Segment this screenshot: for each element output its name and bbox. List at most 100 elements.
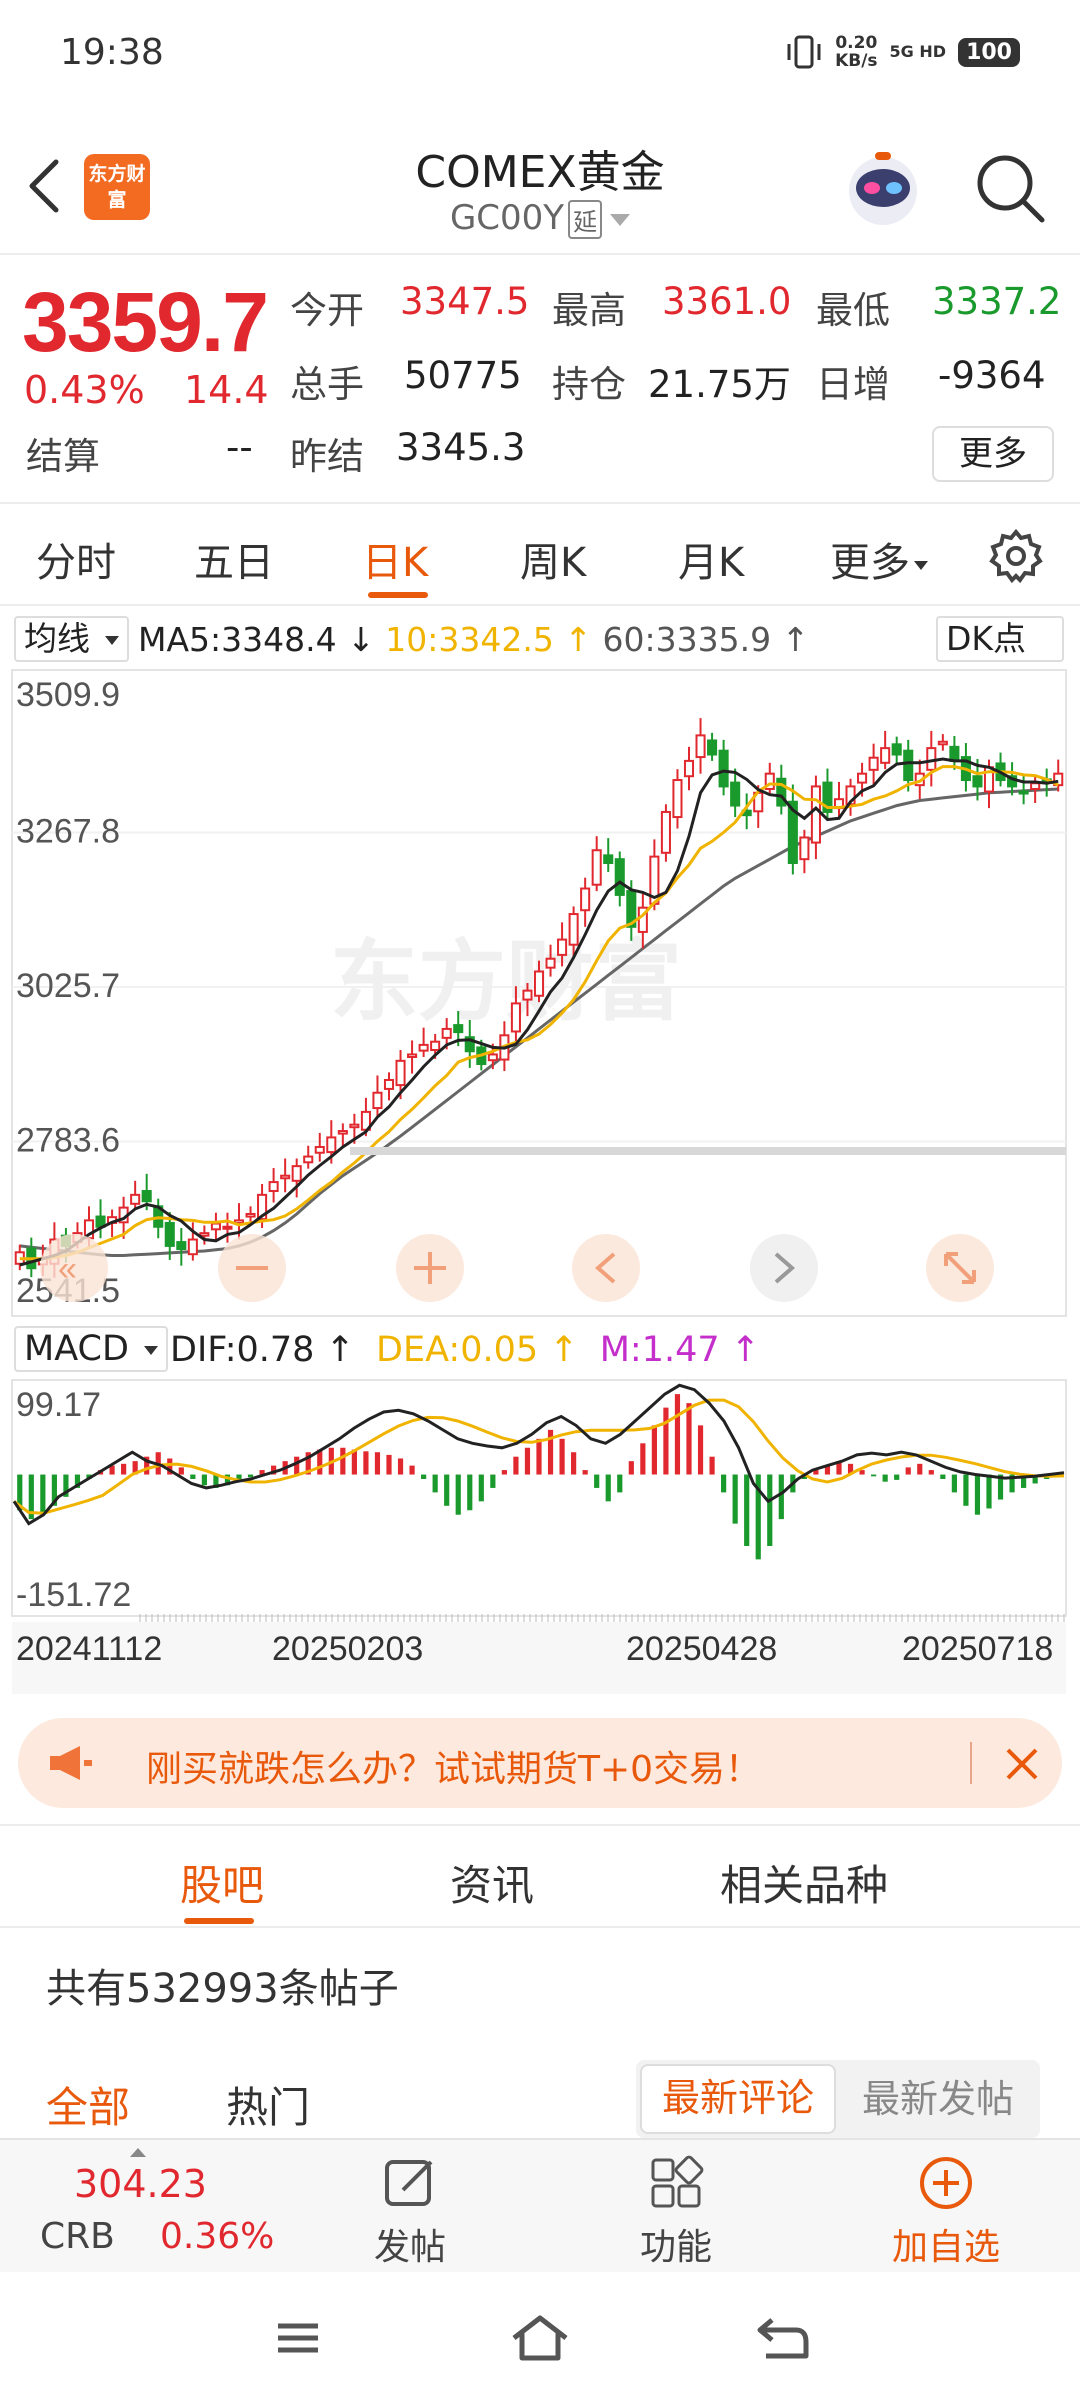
candle-body [695,734,706,759]
watermark: 东方财富 [330,932,682,1031]
candle-body [776,777,787,807]
candle-body [614,858,625,896]
candle-body [280,1174,291,1180]
volume-label: 总手 [290,363,364,406]
candle-body [337,1130,348,1135]
close-icon[interactable] [1002,1744,1042,1784]
dea-path [13,1398,1065,1515]
candle-body [326,1136,337,1154]
scroll-left-fast-button[interactable]: « [40,1234,108,1302]
candle-body [222,1225,233,1230]
gear-icon[interactable] [988,528,1044,584]
speed-unit: KB/s [835,51,878,71]
tab-related[interactable]: 相关品种 [720,1861,889,1910]
sort-latest-comment[interactable]: 最新评论 [640,2064,836,2134]
candle-body [868,756,879,771]
tab-forum[interactable]: 股吧 [180,1861,265,1910]
speed-value: 0.20 [835,33,878,53]
chevron-left-icon [594,1252,616,1284]
macd-legend: MACD DIF:0.78 ↑ DEA:0.05 ↑ M:1.47 ↑ [0,1324,1080,1376]
tab-weekly-k[interactable]: 周K [520,540,587,586]
ai-assistant-icon[interactable] [842,148,924,230]
sort-segment: 最新评论 最新发帖 [636,2060,1040,2138]
content-tabs: 股吧 资讯 相关品种 [0,1824,1080,1928]
tab-news[interactable]: 资讯 [450,1861,535,1910]
candle-body [557,938,568,956]
candle-body [1030,782,1041,790]
candle-body [718,749,729,788]
x-tick-label: 20241112 [16,1630,162,1668]
dea-value: DEA:0.05 ↑ [376,1330,579,1370]
scroll-right-button[interactable] [750,1234,818,1302]
settle-label: 结算 [26,435,100,478]
candle-body [891,743,902,756]
tab-intraday[interactable]: 分时 [36,540,116,586]
add-watchlist-button[interactable]: 加自选 [876,2146,1016,2270]
edit-icon [385,2160,433,2206]
candle-body [441,1027,452,1039]
candle-body [383,1078,395,1090]
active-tab-indicator [368,592,428,598]
candle-body [845,785,856,806]
y-tick-label: 2783.6 [16,1122,120,1160]
candle-body [464,1036,475,1053]
filter-hot[interactable]: 热门 [226,2083,311,2132]
button-bg [572,1234,640,1302]
daily-increase-label: 日增 [816,363,890,406]
zoom-out-button[interactable] [218,1234,286,1302]
logo-text: 东方财富 [88,163,146,211]
double-left-icon: « [58,1250,77,1288]
dk-point-label: DK点 [946,619,1027,658]
candle-body [164,1221,175,1247]
candle-body [303,1155,314,1164]
candle-body [407,1053,418,1059]
scroll-left-button[interactable] [572,1234,640,1302]
zoom-in-button[interactable] [396,1234,464,1302]
menu-icon[interactable] [268,2312,328,2364]
symbol-selector[interactable]: GC00Y 延 [0,198,1080,239]
dk-point-button[interactable]: DK点 [936,616,1064,662]
x-tick-label: 20250428 [626,1630,777,1668]
daily-increase-value: -9364 [938,354,1046,397]
candle-body [349,1123,360,1129]
chevron-right-icon [774,1252,796,1284]
fullscreen-button[interactable] [926,1234,994,1302]
back-icon[interactable] [752,2312,812,2364]
candle-body [591,849,602,886]
home-icon[interactable] [510,2312,570,2364]
tab-more[interactable]: 更多 [830,530,928,588]
macd-values: DIF:0.78 ↑ DEA:0.05 ↑ M:1.47 ↑ [170,1330,760,1370]
post-button[interactable]: 发帖 [340,2146,480,2270]
promo-banner[interactable]: 刚买就跌怎么办？试试期货T+0交易！ [18,1718,1062,1808]
more-quote-button[interactable]: 更多 [932,426,1054,482]
post-count: 共有532993条帖子 [46,1966,399,2012]
signal-icon: 5G HD [889,42,947,61]
candle-body [176,1241,187,1251]
tab-five-day[interactable]: 五日 [194,540,274,586]
candle-body [199,1232,210,1237]
candle-body [580,887,591,912]
search-icon[interactable] [972,150,1048,226]
indicator-selector-label: 均线 [24,619,90,658]
x-tick-label: 20250203 [272,1630,423,1668]
battery-icon: 100 [958,37,1020,67]
tab-monthly-k[interactable]: 月K [678,540,745,586]
sort-latest-post[interactable]: 最新发帖 [861,2077,1014,2121]
candle-body [314,1145,325,1154]
header: 东方财富 COMEX黄金 GC00Y 延 [0,110,1080,255]
caret-up-icon [130,2148,146,2157]
button-bg [40,1234,108,1302]
x-axis-labels: 20241112 20250203 20250428 20250718 [16,1630,1053,1668]
back-arrow-icon[interactable] [24,156,64,216]
bottom-toolbar: 304.23 CRB 0.36% 发帖 功能 加自选 [0,2138,1080,2272]
macd-selector[interactable]: MACD [14,1326,169,1372]
indicator-selector[interactable]: 均线 [14,616,129,662]
filter-all[interactable]: 全部 [46,2083,131,2132]
tab-daily-k[interactable]: 日K [362,540,429,586]
delay-badge: 延 [568,200,603,239]
app-logo[interactable]: 东方财富 [84,154,150,220]
function-button[interactable]: 功能 [606,2146,746,2270]
symbol-code: GC00Y [449,198,565,238]
